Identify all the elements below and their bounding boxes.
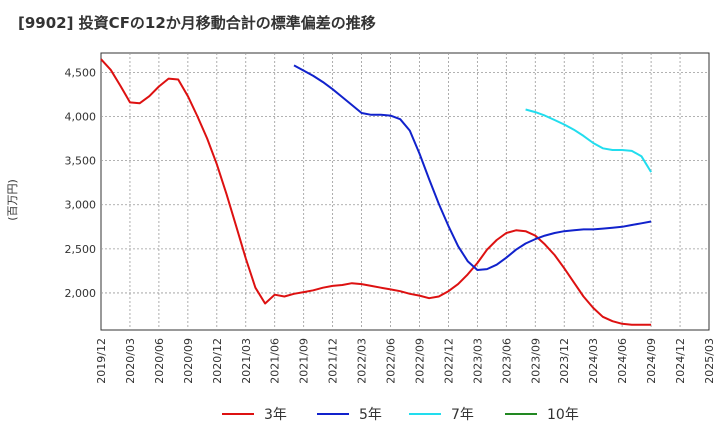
series-3y-line [100, 58, 652, 326]
legend-label: 5年 [359, 407, 382, 423]
x-tick-label: 2022/06 [385, 338, 398, 384]
x-tick-label: 2021/12 [327, 338, 340, 384]
x-tick-label: 2022/12 [442, 338, 455, 384]
legend-label: 10年 [547, 407, 579, 423]
x-tick-label: 2024/03 [587, 338, 600, 384]
x-tick-label: 2021/03 [240, 338, 253, 384]
x-tick-label: 2024/06 [616, 338, 629, 384]
x-tick-label: 2023/03 [471, 338, 484, 384]
x-tick-label: 2019/12 [95, 338, 108, 384]
x-tick-label: 2024/09 [645, 338, 658, 384]
x-tick-label: 2020/03 [124, 338, 137, 384]
x-tick-label: 2025/03 [703, 338, 716, 384]
series-7y-line [525, 108, 652, 173]
y-axis-label: (百万円) [6, 179, 19, 221]
legend-label: 3年 [264, 407, 287, 423]
y-tick-label: 3,000 [65, 199, 97, 212]
legend-label: 7年 [451, 407, 474, 423]
y-tick-label: 4,500 [65, 66, 97, 79]
x-tick-label: 2020/09 [182, 338, 195, 384]
x-tick-label: 2020/12 [211, 338, 224, 384]
y-tick-label: 2,000 [65, 287, 97, 300]
series-5y-line [293, 64, 652, 271]
x-tick-label: 2024/12 [674, 338, 687, 384]
x-tick-label: 2021/09 [298, 338, 311, 384]
plot-area [100, 52, 710, 331]
y-tick-label: 2,500 [65, 243, 97, 256]
x-tick-label: 2020/06 [153, 338, 166, 384]
x-tick-label: 2022/09 [413, 338, 426, 384]
y-tick-label: 4,000 [65, 111, 97, 124]
x-tick-label: 2023/12 [558, 338, 571, 384]
x-tick-label: 2023/09 [529, 338, 542, 384]
y-tick-label: 3,500 [65, 155, 97, 168]
x-tick-label: 2022/03 [356, 338, 369, 384]
x-tick-label: 2023/06 [500, 338, 513, 384]
chart-title: [9902] 投資CFの12か月移動合計の標準偏差の推移 [18, 14, 376, 32]
x-tick-label: 2021/06 [269, 338, 282, 384]
